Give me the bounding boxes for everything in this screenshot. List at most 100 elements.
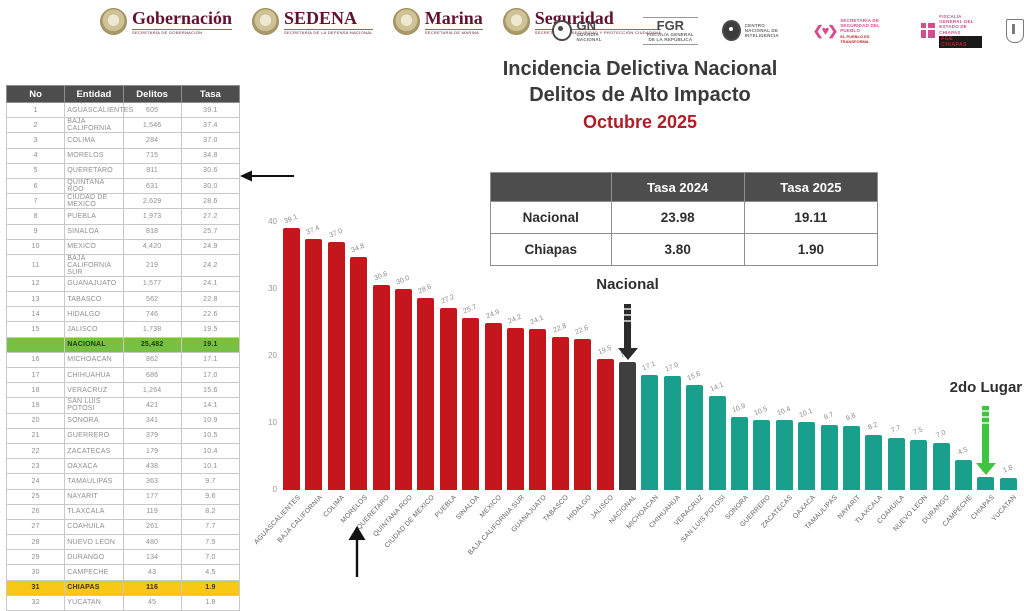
rates-header-2025: Tasa 2025 (743, 172, 879, 202)
bar-campeche (955, 459, 972, 490)
cell-no: 8 (5, 208, 66, 225)
title-line-2: Delitos de Alto Impacto (529, 84, 751, 106)
cell-delitos: 438 (122, 458, 182, 475)
y-axis-tick-label: 20 (268, 351, 277, 360)
cell-no: 6 (5, 177, 66, 195)
cell-tasa: 7.7 (180, 518, 241, 536)
bar-hidalgo (574, 338, 592, 490)
bar-michoacan (641, 375, 659, 490)
fge-caption: FISCALÍA GENERAL DEL ESTADO DE CHIAPAS (939, 14, 974, 35)
cell-delitos: 1,973 (122, 208, 182, 225)
cell-entidad: GUERRERO (64, 427, 124, 444)
cell-delitos: 219 (122, 253, 182, 277)
cell-tasa: 10.9 (180, 412, 241, 429)
bar-jalisco (596, 359, 614, 490)
cell-tasa: 24.1 (180, 275, 241, 293)
states-table-body: 1 AGUASCALIENTES 605 39.1 2 BAJA CALIFORNIA 1,… (5, 101, 241, 611)
cell-delitos: 341 (122, 412, 182, 429)
cell-tasa: 25.7 (180, 223, 241, 240)
national-annotation-label: Nacional (596, 276, 659, 293)
cell-no: 15 (5, 321, 66, 338)
cell-no: 24 (5, 473, 66, 490)
logo-sedena: SEDENA SECRETARÍA DE LA DEFENSA NACIONAL (252, 8, 373, 35)
logo-seguridad: Seguridad SECRETARÍA DE SEGURIDAD Y PROT… (502, 8, 662, 35)
cell-tasa: 37.0 (180, 132, 241, 149)
logo-marina-caption: SECRETARÍA DE MARINA (424, 28, 483, 35)
cell-entidad: OAXACA (64, 458, 124, 475)
rates-chiapas-label: Chiapas (490, 233, 612, 266)
title-month: Octubre 2025 (582, 112, 698, 132)
cell-no: 21 (5, 427, 66, 444)
cell-tasa: 9.7 (180, 473, 241, 490)
logo-sedena-caption: SECRETARÍA DE LA DEFENSA NACIONAL (284, 28, 373, 35)
cell-entidad: CHIHUAHUA (64, 366, 124, 384)
axis-pointer-arrow-icon (348, 526, 366, 577)
fgr-caption: FISCALÍA GENERAL DE LA REPÚBLICA (646, 32, 694, 43)
cell-entidad: AGUASCALIENTES (64, 101, 133, 119)
cell-delitos: 421 (122, 397, 182, 414)
cell-tasa: 30.0 (180, 177, 241, 195)
states-column-header-no: No (5, 85, 66, 103)
cell-entidad: MORELOS (64, 147, 124, 164)
cell-delitos: 43 (122, 564, 182, 581)
table-row: 25 NAYARIT 177 9.6 (5, 488, 241, 505)
logo-guardia-nacional: GN GUARDIA NACIONAL (552, 19, 619, 42)
table-row: 1 AGUASCALIENTES 605 39.1 (5, 101, 241, 119)
states-incidence-table: No Entidad Delitos Tasa 1 AGUASCALIENTES 605 3… (5, 85, 241, 611)
bar-tabasco (551, 337, 569, 490)
cell-no: 31 (5, 579, 66, 596)
table-row: 28 NUEVO LEON 480 7.5 (5, 534, 241, 551)
bar-value-label: 4.5 (957, 446, 969, 457)
bar-tlaxcala (865, 435, 883, 490)
cell-entidad: TAMAULIPAS (64, 473, 124, 490)
cell-entidad: SONORA (64, 412, 124, 429)
bar-morelos (350, 256, 368, 490)
cell-no: 26 (5, 503, 66, 520)
cell-no: 14 (5, 306, 66, 323)
cell-delitos: 1,546 (122, 117, 182, 134)
cell-entidad: PUEBLA (64, 208, 124, 225)
cell-delitos: 2,629 (122, 193, 182, 210)
cell-tasa: 1.8 (180, 594, 241, 611)
bar-coahuila (887, 438, 905, 490)
table-row: 10 MEXICO 4,420 24.9 (5, 238, 241, 255)
table-row: 9 SINALOA 818 25.7 (5, 223, 241, 240)
table-row: 19 SAN LUIS POTOSI 421 14.1 (5, 397, 241, 414)
rates-nacional-2025: 19.11 (743, 201, 879, 234)
bar-aguascalientes (283, 228, 300, 490)
bar-ciudad-de-mexico (417, 298, 435, 490)
cell-delitos: 116 (122, 579, 182, 596)
logo-sedena-wordmark: SEDENA (284, 7, 358, 28)
title-line-1: Incidencia Delictiva Nacional (502, 58, 778, 80)
table-row: 22 ZACATECAS 179 10.4 (5, 442, 241, 460)
cell-tasa: 17.0 (180, 366, 241, 384)
cell-no: 4 (5, 147, 66, 164)
cell-delitos: 45 (122, 594, 182, 611)
cell-entidad: HIDALGO (64, 306, 124, 323)
table-row: 13 TABASCO 562 22.8 (5, 291, 241, 308)
bar-san-luis-potosi (708, 395, 726, 490)
table-row: 8 PUEBLA 1,973 27.2 (5, 208, 241, 225)
logo-fge-chiapas: FISCALÍA GENERAL DEL ESTADO DE CHIAPAS F… (920, 14, 982, 48)
seguridad-seal-icon (502, 8, 530, 35)
cell-no: 17 (5, 366, 66, 384)
cell-delitos: 4,420 (122, 238, 182, 255)
fge-band: FGE CHIAPAS (939, 35, 982, 48)
cell-delitos: 1,264 (122, 382, 182, 399)
table-row: 18 VERACRUZ 1,264 15.6 (5, 382, 241, 399)
states-column-header-tasa: Tasa (180, 85, 241, 103)
cell-tasa: 9.6 (180, 488, 241, 505)
ssp-subcaption: EL PUEBLO ES TRANSFORMA (840, 33, 870, 44)
bar-zacatecas (775, 420, 793, 490)
table-row: 16 MICHOACAN 862 17.1 (5, 351, 241, 369)
cell-no: 13 (5, 291, 66, 308)
cell-tasa: 17.1 (180, 351, 241, 369)
ssp-caption: SECRETARÍA DE SEGURIDAD DEL PUEBLO (840, 18, 881, 34)
cell-entidad: JALISCO (64, 321, 124, 338)
cell-entidad: CAMPECHE (64, 564, 124, 581)
bar-veracruz (686, 385, 704, 490)
cell-tasa: 19.1 (180, 336, 241, 353)
states-column-header-delitos: Delitos (122, 85, 182, 103)
gobernacion-seal-icon (100, 8, 127, 35)
logo-gobernacion-caption: SECRETARÍA DE GOBERNACIÓN (132, 28, 233, 35)
